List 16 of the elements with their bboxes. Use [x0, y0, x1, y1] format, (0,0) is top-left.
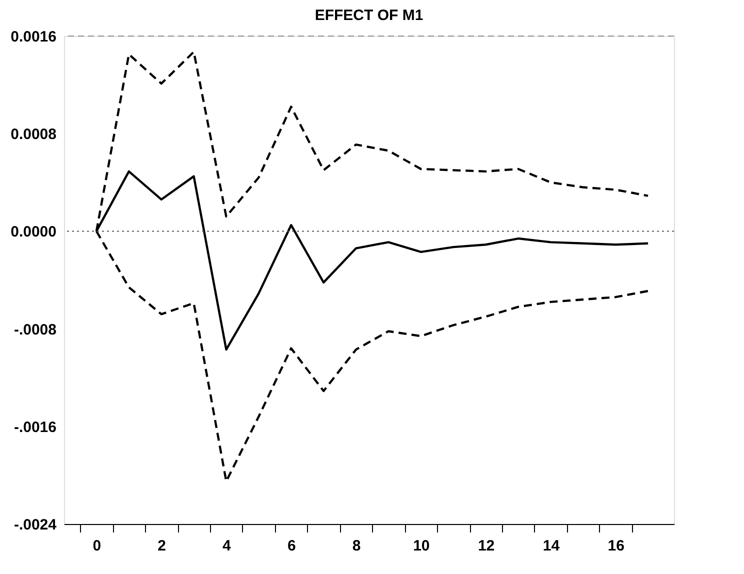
y-tick-label: -.0016: [14, 418, 56, 436]
y-tick-label: 0.0000: [10, 224, 56, 241]
x-tick-label: 2: [158, 538, 166, 554]
y-tick-label: -.0008: [14, 321, 56, 338]
x-tick-label: 16: [608, 538, 624, 554]
y-tick-label: -.0024: [14, 516, 58, 534]
y-tick-label: 0.0008: [10, 126, 56, 144]
x-tick-label: 10: [413, 538, 430, 554]
chart-title: EFFECT OF M1: [314, 7, 424, 24]
x-tick-label: 4: [222, 538, 232, 554]
x-tick-label: 12: [478, 538, 495, 554]
y-tick-label: 0.0016: [10, 28, 56, 46]
x-tick-label: 6: [287, 538, 296, 554]
x-tick-label: 14: [542, 538, 560, 554]
x-tick-label: 0: [92, 538, 102, 554]
x-tick-label: 8: [352, 538, 361, 554]
